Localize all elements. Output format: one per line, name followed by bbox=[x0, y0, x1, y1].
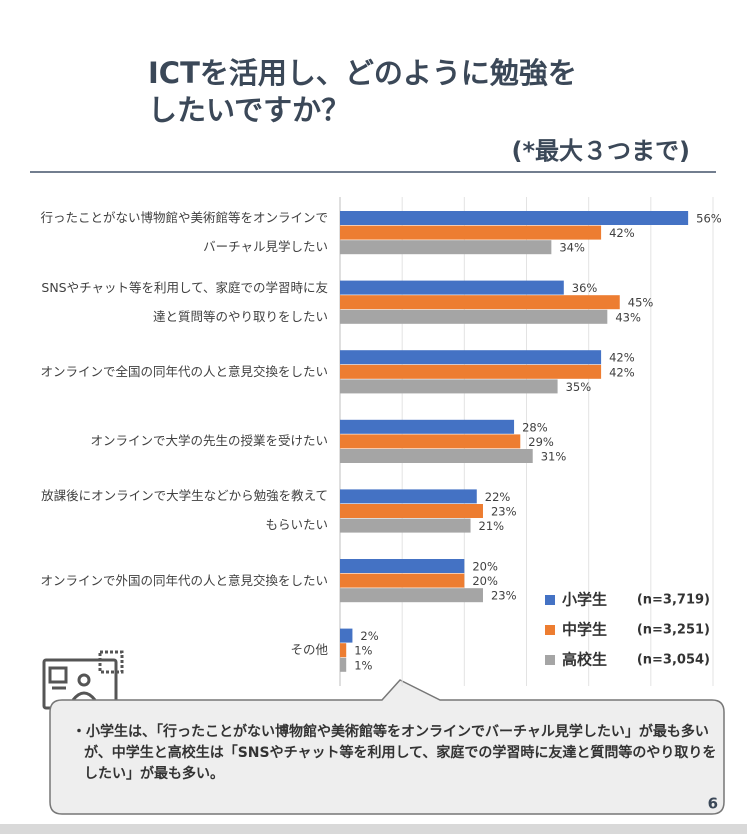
value-label: 22% bbox=[485, 490, 511, 504]
category-label: 放課後にオンラインで大学生などから勉強を教えてもらいたい bbox=[41, 488, 328, 533]
callout-text: ・小学生は、「行ったことがない博物館や美術館等をオンラインでバーチャル見学したい… bbox=[72, 724, 717, 782]
legend-swatch bbox=[545, 595, 555, 605]
value-label: 45% bbox=[628, 296, 654, 310]
callout-box bbox=[49, 679, 725, 815]
bottom-strip bbox=[0, 824, 747, 834]
value-label: 20% bbox=[472, 560, 498, 574]
value-label: 42% bbox=[609, 365, 635, 379]
legend-label: 小学生 bbox=[562, 591, 607, 609]
bar bbox=[340, 518, 471, 533]
bar bbox=[340, 309, 608, 324]
value-label: 1% bbox=[354, 658, 372, 672]
category-label: 行ったことがない博物館や美術館等をオンラインでバーチャル見学したい bbox=[40, 210, 328, 254]
category-label: オンラインで大学の先生の授業を受けたい bbox=[90, 433, 328, 449]
bar bbox=[340, 449, 533, 463]
chart-title: ICTを活用し、どのように勉強を bbox=[148, 56, 577, 90]
bar bbox=[340, 657, 347, 672]
legend-label: 中学生 bbox=[562, 621, 607, 639]
bar bbox=[340, 240, 552, 255]
value-label: 43% bbox=[615, 310, 641, 324]
category-label: オンラインで外国の同年代の人と意見交換をしたい bbox=[40, 572, 328, 588]
value-label: 1% bbox=[354, 644, 372, 658]
chart-subtitle: (*最大３つまで) bbox=[512, 137, 691, 165]
value-label: 56% bbox=[696, 212, 722, 226]
value-label: 23% bbox=[491, 589, 517, 603]
bar bbox=[340, 504, 483, 518]
page-number: 6 bbox=[708, 795, 718, 813]
value-label: 21% bbox=[479, 519, 505, 533]
value-label: 34% bbox=[559, 241, 585, 255]
bar bbox=[340, 434, 521, 449]
category-label: SNSやチャット等を利用して、家庭での学習時に友達と質問等のやり取りをしたい bbox=[41, 279, 328, 324]
bar bbox=[340, 211, 689, 225]
bar bbox=[340, 379, 558, 394]
legend-n: (n=3,719) bbox=[637, 593, 710, 608]
value-label: 42% bbox=[609, 351, 635, 365]
value-label: 31% bbox=[541, 450, 567, 464]
bar bbox=[340, 489, 477, 504]
bar bbox=[340, 628, 353, 643]
bar bbox=[340, 588, 483, 603]
bar bbox=[340, 643, 347, 658]
value-label: 28% bbox=[522, 420, 548, 434]
bar bbox=[340, 573, 465, 588]
category-label: オンラインで全国の同年代の人と意見交換をしたい bbox=[40, 363, 328, 379]
legend-n: (n=3,251) bbox=[637, 623, 710, 638]
value-label: 36% bbox=[572, 281, 598, 295]
legend-label: 高校生 bbox=[562, 651, 607, 669]
category-label: その他 bbox=[290, 642, 328, 658]
bar bbox=[340, 295, 620, 310]
value-label: 20% bbox=[472, 574, 498, 588]
value-label: 2% bbox=[360, 629, 378, 643]
bar bbox=[340, 559, 465, 573]
bar bbox=[340, 419, 515, 434]
legend-swatch bbox=[545, 625, 555, 635]
value-label: 42% bbox=[609, 226, 635, 240]
legend-swatch bbox=[545, 655, 555, 665]
value-label: 29% bbox=[528, 435, 554, 449]
bar bbox=[340, 350, 602, 365]
value-label: 23% bbox=[491, 505, 517, 519]
bar bbox=[340, 364, 602, 379]
bar bbox=[340, 225, 602, 240]
chart-title: したいですか？ bbox=[148, 93, 350, 127]
legend-n: (n=3,054) bbox=[637, 653, 710, 668]
bar bbox=[340, 280, 564, 295]
value-label: 35% bbox=[566, 380, 592, 394]
